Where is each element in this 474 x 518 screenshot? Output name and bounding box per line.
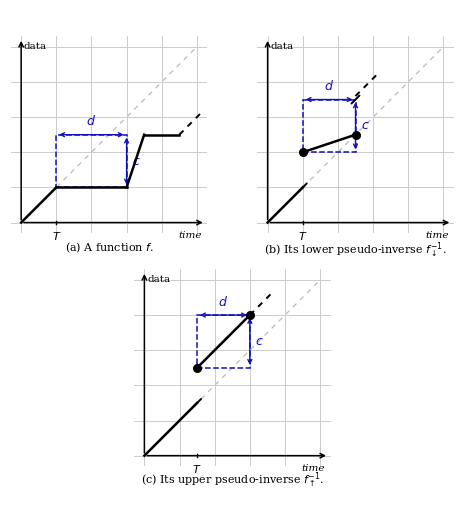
Text: data: data <box>24 41 47 51</box>
Text: $T$: $T$ <box>298 231 308 242</box>
Text: $d$: $d$ <box>219 295 228 309</box>
Text: $c$: $c$ <box>255 335 264 348</box>
Text: time: time <box>179 232 202 240</box>
Text: data: data <box>147 275 170 284</box>
Text: $c$: $c$ <box>132 154 141 167</box>
Text: time: time <box>425 232 449 240</box>
Text: time: time <box>302 465 326 473</box>
Text: (c) Its upper pseudo-inverse $f_{\uparrow}^{-1}$.: (c) Its upper pseudo-inverse $f_{\uparro… <box>141 471 324 492</box>
Text: $T$: $T$ <box>52 231 61 242</box>
Text: (b) Its lower pseudo-inverse $f_{\downarrow}^{-1}$.: (b) Its lower pseudo-inverse $f_{\downar… <box>264 241 447 260</box>
Bar <box>56 135 127 188</box>
Text: (a) A function $f$.: (a) A function $f$. <box>64 241 154 255</box>
Bar <box>303 99 356 152</box>
Text: $d$: $d$ <box>324 79 334 93</box>
Text: $d$: $d$ <box>86 114 96 128</box>
Text: $T$: $T$ <box>192 464 202 476</box>
Text: $c$: $c$ <box>361 119 369 133</box>
Text: data: data <box>271 41 293 51</box>
Bar <box>197 315 250 368</box>
